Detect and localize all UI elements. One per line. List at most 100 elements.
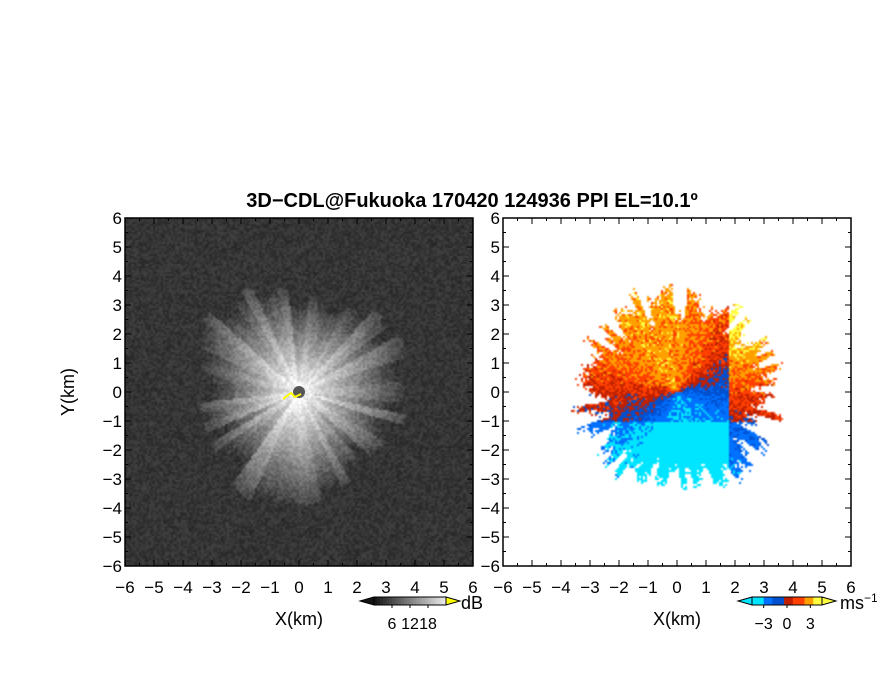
- colorbar-cell: [374, 597, 378, 605]
- y-tick-label: −6: [481, 557, 500, 576]
- y-tick-label: 1: [113, 354, 122, 373]
- y-tick-label: 3: [113, 296, 122, 315]
- y-tick-label: 0: [491, 383, 500, 402]
- y-tick-label: 1: [491, 354, 500, 373]
- x-tick-label: −5: [522, 578, 541, 597]
- colorbar-cell: [434, 597, 438, 605]
- x-tick-label: −3: [202, 578, 221, 597]
- x-tick-label: −3: [580, 578, 599, 597]
- x-tick-label: −6: [493, 578, 512, 597]
- colorbar-over-arrow: [445, 596, 462, 606]
- right-xlabel: X(km): [653, 609, 701, 629]
- x-tick-label: 2: [352, 578, 361, 597]
- y-tick-label: −3: [103, 470, 122, 489]
- y-tick-label: 4: [491, 267, 500, 286]
- colorbar-cell: [810, 597, 814, 605]
- y-tick-label: −1: [103, 412, 122, 431]
- x-tick-label: 1: [701, 578, 710, 597]
- velocity-colorbar-unit: ms−1: [840, 591, 878, 613]
- colorbar-cell: [389, 597, 393, 605]
- colorbar-cell: [798, 597, 802, 605]
- colorbar-cell: [775, 597, 779, 605]
- x-tick-label: 1: [323, 578, 332, 597]
- colorbar-tick-label: 0: [783, 616, 792, 633]
- colorbar-cell: [813, 597, 817, 605]
- right-panel: −6 −5 −4 −3 −2 −1 0 1 2 3 4 5 6 −6 −5 −4 −3 −2 −1 0 1 2 3 4 5 6 X…: [481, 209, 856, 629]
- colorbar-cell: [754, 597, 759, 605]
- x-tick-label: 0: [294, 578, 303, 597]
- y-tick-label: 2: [491, 325, 500, 344]
- left-panel: −6 −5 −4 −3 −2 −1 0 1 2 3 4 5 6 −6 −5 −4 −3 −2 −1 0 1 2 3 4 5 6 X…: [58, 209, 478, 629]
- colorbar-cell: [801, 597, 805, 605]
- reflectivity-colorbar-unit: dB: [461, 593, 483, 613]
- colorbar-over-arrow: [821, 596, 838, 606]
- colorbar-cell: [443, 597, 447, 605]
- x-tick-label: 6: [468, 578, 477, 597]
- right-axis-ticks: −6 −5 −4 −3 −2 −1 0 1 2 3 4 5 6 −6 −5 −4 −3 −2 −1 0 1 2 3 4 5 6: [481, 209, 856, 597]
- colorbar-cell: [416, 597, 420, 605]
- colorbar-cell: [380, 597, 384, 605]
- y-tick-label: 2: [113, 325, 122, 344]
- x-tick-label: −4: [551, 578, 570, 597]
- colorbar-cell: [789, 597, 794, 605]
- colorbar-tick-label: −3: [755, 616, 773, 633]
- colorbar-cell: [425, 597, 429, 605]
- x-tick-label: 0: [672, 578, 681, 597]
- y-tick-label: 5: [113, 238, 122, 257]
- x-tick-label: 4: [788, 578, 797, 597]
- colorbar-cell: [760, 597, 764, 605]
- x-tick-label: −4: [173, 578, 192, 597]
- x-tick-label: 4: [410, 578, 419, 597]
- radar-site-marker: [293, 386, 305, 398]
- x-tick-label: −1: [260, 578, 279, 597]
- velocity-unit-exponent: −1: [864, 591, 878, 605]
- y-tick-label: 3: [491, 296, 500, 315]
- y-tick-label: −3: [481, 470, 500, 489]
- x-tick-label: −2: [609, 578, 628, 597]
- velocity-field: [503, 218, 851, 566]
- colorbar-cell: [763, 597, 767, 605]
- y-tick-label: −4: [103, 499, 122, 518]
- colorbar-under-arrow: [736, 596, 753, 606]
- chart-title: 3D−CDL@Fukuoka 170420 124936 PPI EL=10.1…: [246, 190, 698, 212]
- y-tick-label: 6: [491, 209, 500, 228]
- left-ylabel: Y(km): [58, 368, 78, 416]
- radar-center-dot: [282, 386, 305, 400]
- colorbar-cell: [431, 597, 435, 605]
- colorbar-cell: [807, 597, 811, 605]
- colorbar-cell: [413, 597, 417, 605]
- y-tick-label: −2: [103, 441, 122, 460]
- colorbar-cell: [787, 597, 791, 605]
- colorbar-cell: [392, 597, 396, 605]
- y-tick-label: 6: [113, 209, 122, 228]
- x-tick-label: 3: [759, 578, 768, 597]
- colorbar-under-arrow: [358, 596, 375, 606]
- colorbar-cell: [422, 597, 426, 605]
- colorbar-cell: [792, 597, 797, 605]
- colorbar-cell: [781, 597, 785, 605]
- x-tick-label: 5: [439, 578, 448, 597]
- velocity-colorbar: −3 0 3: [736, 596, 838, 633]
- colorbar-cell: [819, 597, 823, 605]
- colorbar-cell: [398, 597, 402, 605]
- colorbar-cell: [778, 597, 782, 605]
- y-tick-label: −5: [103, 528, 122, 547]
- colorbar-cell: [769, 597, 773, 605]
- colorbar-tick-label: 6: [388, 616, 397, 633]
- colorbar-cell: [404, 597, 408, 605]
- y-tick-label: −5: [481, 528, 500, 547]
- velocity-unit-base: ms: [840, 593, 864, 613]
- colorbar-cell: [437, 597, 441, 605]
- colorbar-cell: [440, 597, 444, 605]
- left-axis-ticks: −6 −5 −4 −3 −2 −1 0 1 2 3 4 5 6 −6 −5 −4 −3 −2 −1 0 1 2 3 4 5 6: [103, 209, 478, 597]
- colorbar-cell: [401, 597, 405, 605]
- colorbar-cell: [407, 597, 411, 605]
- y-tick-label: 5: [491, 238, 500, 257]
- colorbar-cell: [395, 597, 399, 605]
- colorbar-cell: [772, 597, 776, 605]
- y-tick-label: −4: [481, 499, 500, 518]
- y-tick-label: −1: [481, 412, 500, 431]
- x-tick-label: −1: [638, 578, 657, 597]
- colorbar-tick-label: 18: [419, 616, 437, 633]
